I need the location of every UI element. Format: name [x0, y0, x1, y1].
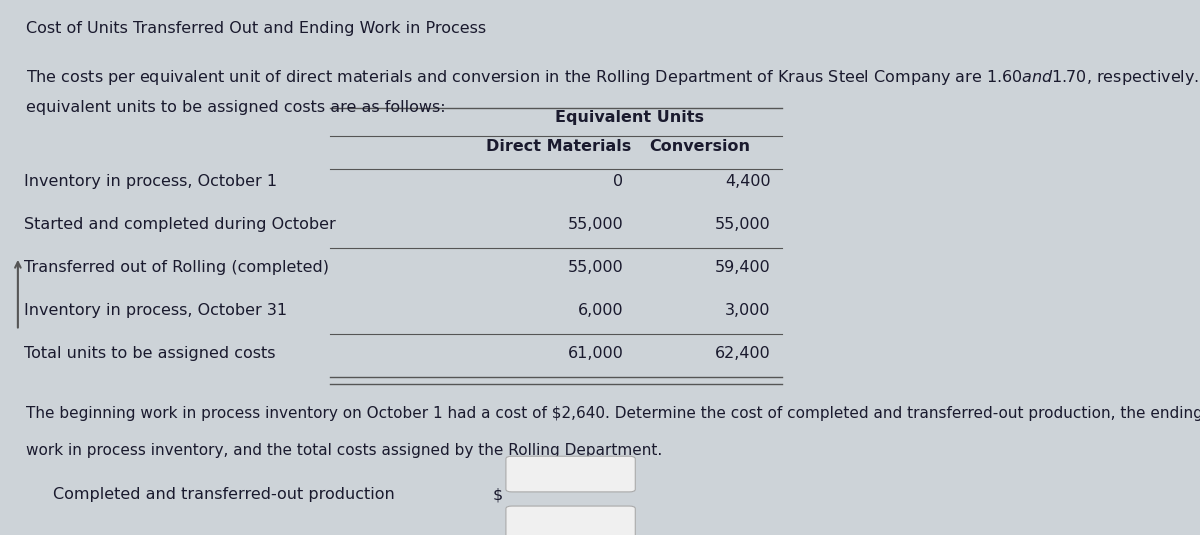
Text: Total units to be assigned costs: Total units to be assigned costs — [24, 346, 275, 361]
Text: Inventory in process, October 1: Inventory in process, October 1 — [24, 174, 277, 189]
Text: Conversion: Conversion — [649, 139, 750, 154]
Text: Direct Materials: Direct Materials — [486, 139, 631, 154]
Text: 59,400: 59,400 — [715, 259, 770, 274]
Text: Inventory in process, October 31: Inventory in process, October 31 — [24, 303, 287, 318]
Text: $: $ — [492, 487, 503, 502]
Text: Equivalent Units: Equivalent Units — [554, 110, 704, 125]
Text: 6,000: 6,000 — [578, 303, 624, 318]
Text: work in process inventory, and the total costs assigned by the Rolling Departmen: work in process inventory, and the total… — [26, 442, 662, 457]
Text: 55,000: 55,000 — [568, 259, 624, 274]
FancyBboxPatch shape — [506, 506, 635, 535]
Text: 0: 0 — [613, 174, 624, 189]
Text: 61,000: 61,000 — [568, 346, 624, 361]
Text: The beginning work in process inventory on October 1 had a cost of $2,640. Deter: The beginning work in process inventory … — [26, 406, 1200, 421]
Text: 4,400: 4,400 — [725, 174, 770, 189]
Text: equivalent units to be assigned costs are as follows:: equivalent units to be assigned costs ar… — [26, 100, 445, 114]
FancyBboxPatch shape — [506, 456, 635, 492]
Text: 55,000: 55,000 — [568, 217, 624, 232]
Text: 62,400: 62,400 — [715, 346, 770, 361]
Text: Transferred out of Rolling (completed): Transferred out of Rolling (completed) — [24, 259, 329, 274]
Text: Cost of Units Transferred Out and Ending Work in Process: Cost of Units Transferred Out and Ending… — [26, 21, 486, 36]
Text: 55,000: 55,000 — [715, 217, 770, 232]
Text: Completed and transferred-out production: Completed and transferred-out production — [53, 487, 395, 502]
Text: 3,000: 3,000 — [725, 303, 770, 318]
Text: The costs per equivalent unit of direct materials and conversion in the Rolling : The costs per equivalent unit of direct … — [26, 68, 1200, 87]
Text: Started and completed during October: Started and completed during October — [24, 217, 336, 232]
